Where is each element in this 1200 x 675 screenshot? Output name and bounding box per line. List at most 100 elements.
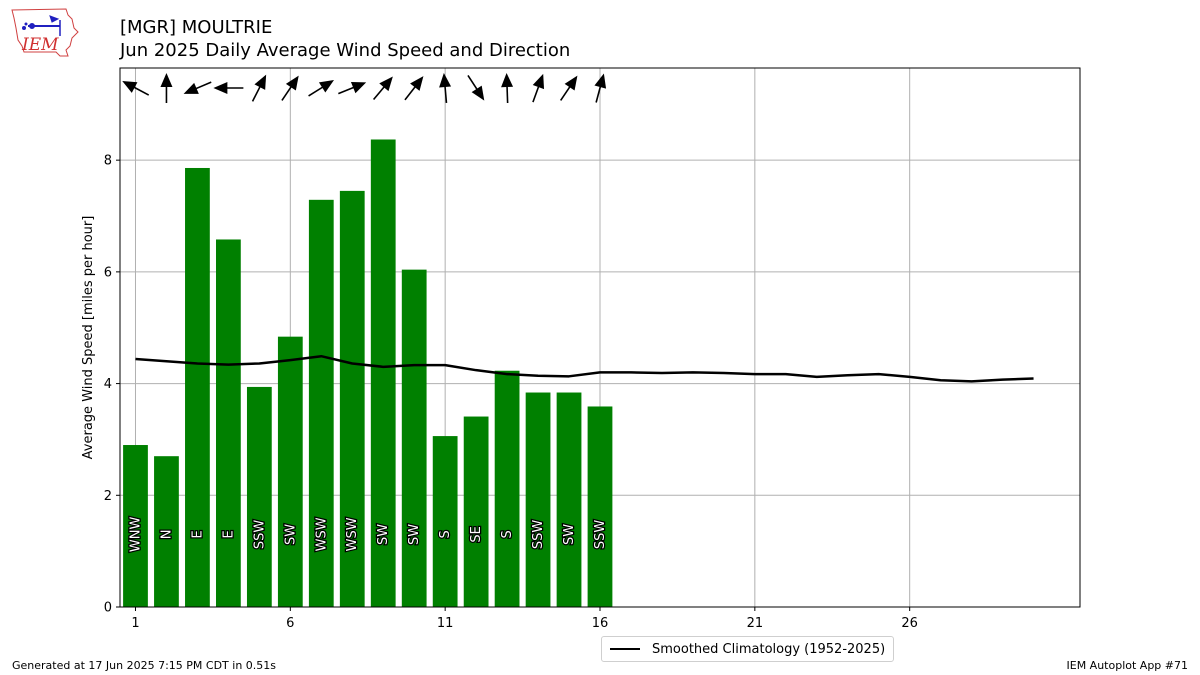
wind-arrow (308, 80, 335, 97)
y-axis-label: Average Wind Speed [miles per hour] (81, 216, 96, 460)
bar (339, 190, 365, 607)
chart-subtitle: Jun 2025 Daily Average Wind Speed and Di… (120, 40, 571, 61)
y-tick-label: 4 (104, 377, 112, 392)
wind-arrow-head (285, 75, 299, 91)
climatology-series (135, 354, 1034, 383)
bar (401, 269, 427, 607)
bar (246, 386, 272, 607)
wind-arrow-head (532, 73, 545, 90)
wind-arrow (501, 73, 514, 104)
wind-arrow-head (439, 73, 452, 88)
wind-arrow-head (318, 80, 335, 93)
direction-label: SSW (593, 520, 608, 550)
x-tick-label: 6 (286, 616, 294, 631)
bar (370, 139, 396, 607)
legend: Smoothed Climatology (1952-2025) (601, 636, 895, 662)
bar (463, 416, 489, 607)
x-tick-label: 16 (592, 616, 609, 631)
climatology-line (135, 354, 1034, 383)
wind-arrows (122, 73, 607, 104)
direction-label: N (159, 530, 174, 540)
wind-arrow-head (410, 76, 424, 91)
wind-arrow (251, 74, 267, 102)
wind-arrow-shaft (506, 83, 509, 104)
y-tick-label: 6 (104, 265, 112, 280)
wind-arrow (404, 76, 424, 101)
direction-label: S (500, 530, 515, 538)
bar (432, 436, 458, 607)
iem-logo: IEM (11, 8, 79, 57)
direction-label: WSW (314, 517, 329, 551)
x-tick-label: 11 (437, 616, 454, 631)
bar (185, 167, 210, 607)
y-tick-label: 8 (104, 154, 112, 169)
wind-arrow-shaft (281, 84, 294, 101)
wind-arrow-head (564, 75, 578, 91)
wind-arrow-shaft (559, 84, 572, 101)
wind-arrow-shaft (467, 74, 479, 92)
direction-label: SW (376, 524, 391, 545)
weather-station-icon (22, 15, 61, 36)
wind-arrow-shaft (338, 85, 357, 95)
bar (154, 456, 179, 607)
bar (525, 392, 551, 607)
wind-arrow-shaft (308, 85, 326, 97)
direction-label: SE (469, 526, 484, 542)
wind-arrow-head (471, 85, 485, 101)
chart-title: [MGR] MOULTRIE (120, 17, 273, 38)
direction-label: SW (562, 524, 577, 545)
wind-arrow-shaft (595, 83, 602, 103)
direction-label: SW (407, 524, 422, 545)
wind-arrow-shaft (193, 81, 212, 91)
bar (494, 370, 520, 607)
wind-arrow-head (183, 82, 199, 94)
bar (216, 239, 241, 607)
legend-line-swatch (610, 648, 640, 650)
wind-arrow-shaft (251, 84, 262, 102)
direction-label: SSW (531, 520, 546, 550)
direction-label: SW (283, 524, 298, 545)
wind-arrow (281, 75, 299, 101)
wind-arrow-head (501, 73, 514, 88)
wind-arrow (122, 80, 150, 96)
direction-labels: WNW N E E SSW SW WSW WSW SW SW S SE S SSW SW SSW (127, 515, 609, 553)
bar (587, 406, 613, 607)
wind-arrow (213, 82, 244, 94)
wind-arrow-shaft (444, 83, 448, 104)
direction-label: WSW (345, 517, 360, 551)
wind-arrow (160, 73, 173, 103)
wind-arrow-head (213, 82, 228, 94)
wind-arrow (559, 75, 578, 101)
wind-arrow-head (350, 82, 367, 94)
y-tick-label: 2 (104, 489, 112, 504)
wind-arrow (338, 82, 367, 95)
legend-label: Smoothed Climatology (1952-2025) (652, 641, 886, 657)
direction-label: WNW (128, 517, 143, 553)
wind-arrow (594, 73, 607, 103)
wind-arrow-shaft (131, 85, 150, 96)
bar (556, 392, 582, 607)
wind-arrow (439, 73, 452, 104)
wind-arrow-head (594, 73, 607, 89)
direction-label: E (190, 530, 205, 538)
logo-text: IEM (21, 35, 59, 55)
wind-arrow-head (379, 76, 393, 92)
wind-arrow-head (160, 73, 173, 87)
iowa-outline-icon (11, 8, 79, 57)
direction-label: SSW (252, 520, 267, 550)
bars (123, 139, 613, 607)
app-label: IEM Autoplot App #71 (1066, 659, 1189, 672)
direction-label: E (221, 530, 236, 538)
bar (123, 445, 148, 607)
wind-arrow-shaft (372, 84, 387, 101)
direction-label: S (438, 530, 453, 538)
bar (277, 336, 303, 607)
bar (308, 199, 334, 607)
wind-arrow-head (254, 74, 267, 90)
x-tick-label: 26 (901, 616, 918, 631)
wind-arrow-shaft (532, 83, 541, 103)
x-tick-label: 21 (747, 616, 764, 631)
wind-arrow (372, 76, 393, 101)
